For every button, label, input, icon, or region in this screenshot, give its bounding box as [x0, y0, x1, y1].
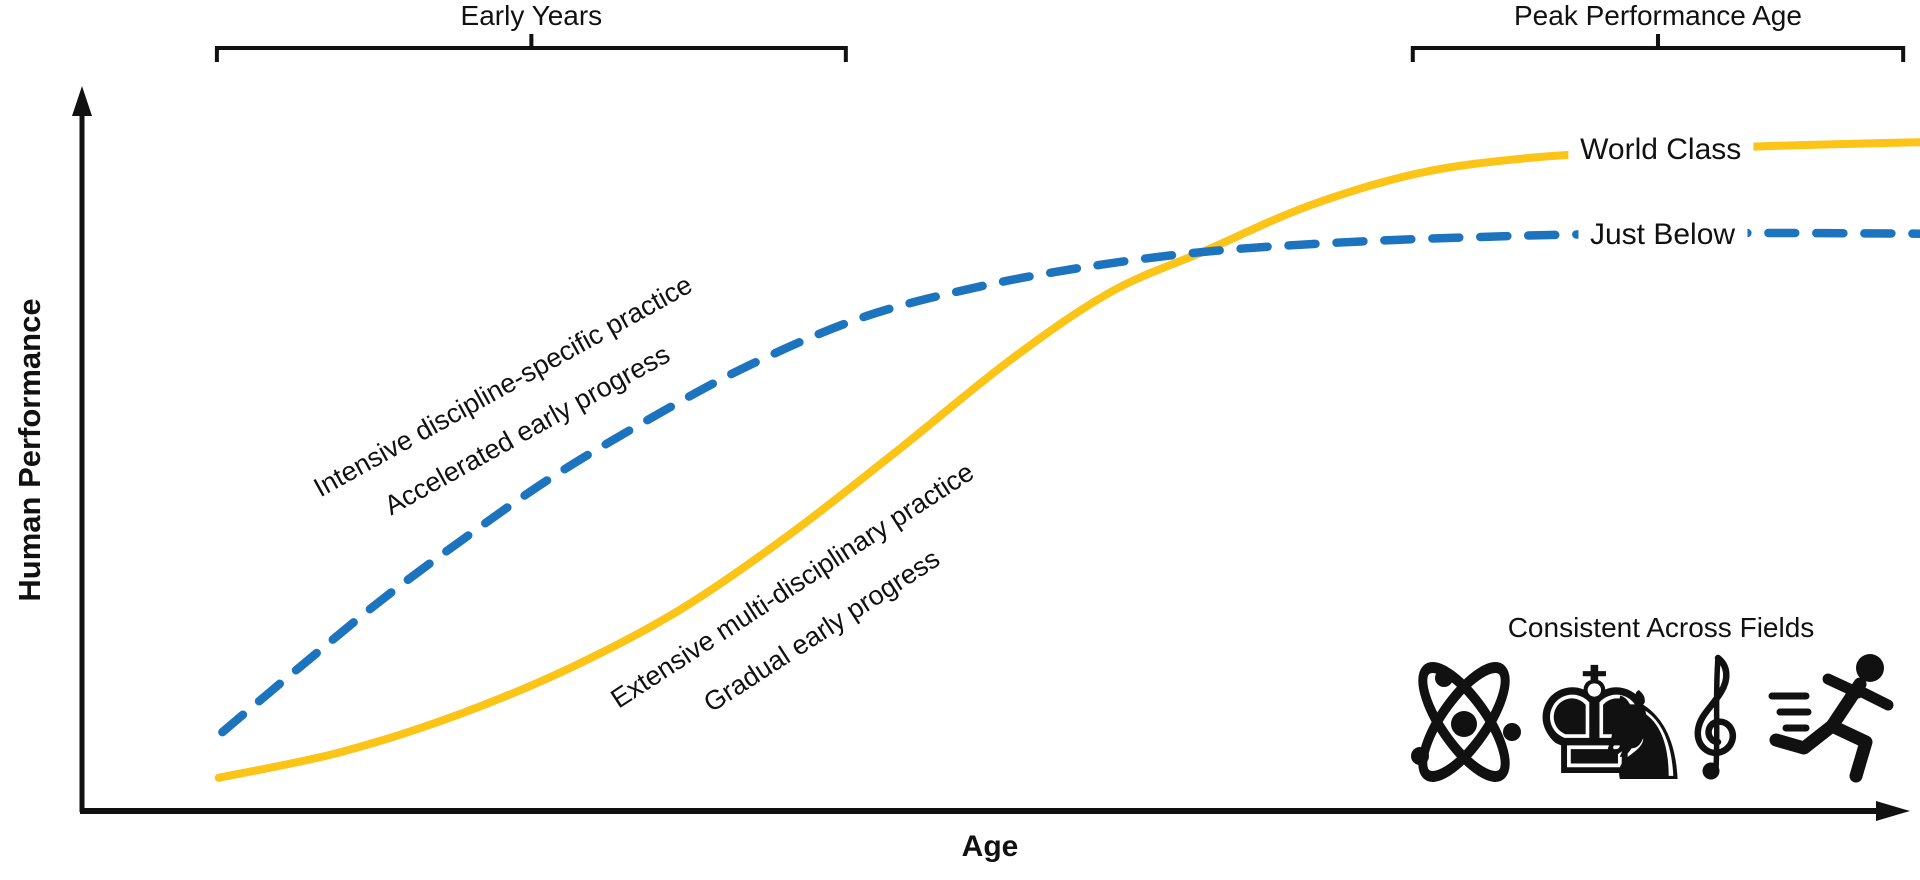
- x-axis-arrow-icon: [1876, 801, 1910, 821]
- chess-knight-icon: ♞: [1588, 666, 1698, 808]
- treble-clef-icon: [1694, 654, 1736, 780]
- x-axis-label: Age: [961, 830, 1019, 863]
- chess-king-icon: ♚: [1528, 636, 1661, 808]
- curve-just-below: [218, 228, 1920, 737]
- curve-label-world-class: World Class: [1568, 133, 1754, 168]
- y-axis-arrow-icon: [72, 86, 92, 116]
- atom-icon: [1411, 662, 1521, 782]
- axes: [72, 86, 1910, 821]
- curve-label-just-below: Just Below: [1577, 218, 1748, 253]
- runner-icon: [1768, 654, 1894, 783]
- bracket-label-peak-performance-age: Peak Performance Age: [1513, 0, 1802, 31]
- bracket-label-early-years: Early Years: [460, 0, 603, 31]
- badge-title: Consistent Across Fields: [1507, 612, 1815, 643]
- bracket-peak-performance-age: [1410, 34, 1906, 62]
- range-brackets: [214, 34, 1906, 62]
- y-axis-label: Human Performance: [12, 298, 47, 602]
- bracket-early-years: [214, 34, 848, 62]
